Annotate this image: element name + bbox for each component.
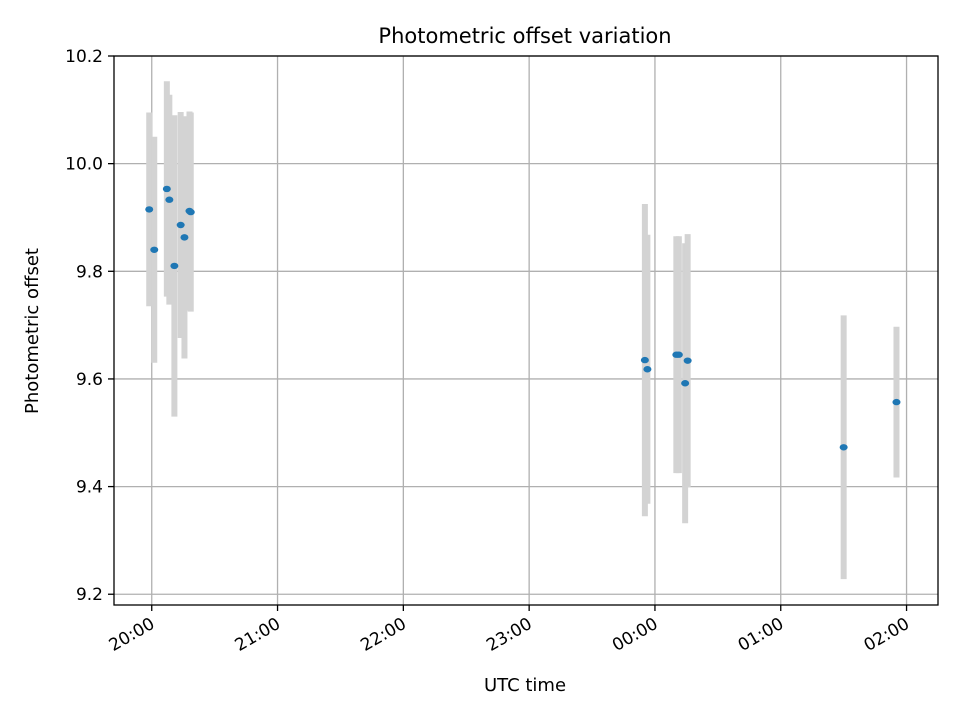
y-axis: 9.2 9.4 9.6 9.8 10.0 10.2 [65, 47, 114, 605]
y-axis-title: Photometric offset [22, 248, 43, 414]
y-tick-label: 9.8 [76, 262, 103, 282]
data-point [643, 366, 652, 373]
data-point [186, 208, 195, 216]
plot-frame [113, 55, 939, 606]
data-point [683, 357, 692, 364]
data-point [150, 246, 159, 253]
data-point [170, 262, 179, 270]
data-point [892, 398, 901, 406]
y-tick-label: 9.2 [76, 585, 103, 605]
data-point [165, 196, 174, 203]
y-tick-label: 10.0 [65, 155, 103, 175]
data-points [145, 185, 901, 451]
data-point [640, 356, 649, 364]
data-point [681, 380, 690, 387]
data-point [180, 234, 189, 241]
data-point [674, 351, 683, 358]
y-tick-label: 9.6 [76, 370, 103, 390]
data-point [145, 206, 154, 213]
data-point [176, 221, 185, 229]
x-axis-title: UTC time [484, 675, 566, 696]
data-point [839, 444, 848, 451]
y-tick-label: 9.4 [76, 478, 103, 498]
y-tick-label: 10.2 [65, 47, 103, 67]
data-point [162, 185, 171, 193]
chart-title: Photometric offset variation [378, 24, 671, 48]
